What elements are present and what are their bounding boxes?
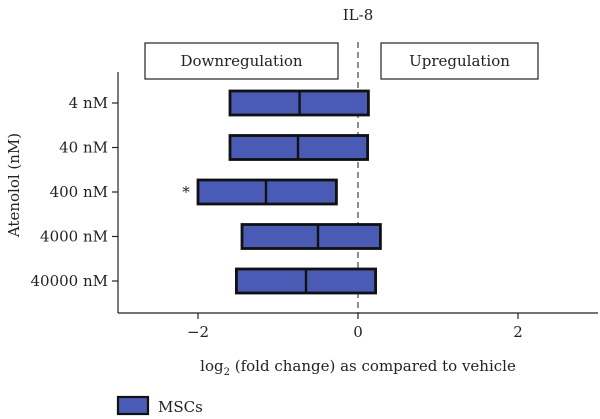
downregulation-label: Downregulation	[180, 52, 302, 70]
y-axis-label: Atenolol (nM)	[5, 133, 23, 238]
upregulation-label: Upregulation	[409, 52, 510, 70]
y-tick-label-4: 40000 nM	[30, 272, 108, 290]
x-axis-label-subscript: 2	[224, 367, 230, 378]
chart-title: IL-8	[343, 6, 374, 24]
x-tick-label-2: 2	[513, 323, 523, 341]
x-tick-label-0: −2	[187, 323, 209, 341]
y-tick-label-1: 40 nM	[59, 139, 108, 157]
legend: MSCs	[116, 395, 203, 416]
bar-2	[196, 178, 338, 206]
legend-swatch-mscs	[116, 395, 150, 416]
x-axis-label-rest: (fold change) as compared to vehicle	[230, 357, 516, 375]
y-tick-label-2: 400 nM	[50, 183, 108, 201]
x-axis-label: log2 (fold change) as compared to vehicl…	[200, 357, 516, 378]
annotation-asterisk-0: *	[182, 183, 190, 201]
bar-3	[240, 223, 382, 250]
y-tick-label-0: 4 nM	[69, 94, 108, 112]
x-axis-label-log: log	[200, 357, 224, 375]
region-labels: Downregulation Upregulation	[144, 42, 539, 80]
downregulation-box	[144, 42, 339, 80]
y-tick-label-3: 4000 nM	[40, 228, 108, 246]
legend-label-mscs: MSCs	[158, 398, 203, 416]
x-tick-label-1: 0	[353, 323, 363, 341]
plot-area: −2 0 2 4 nM 40 nM 400 nM 4000 nM 40000 nM *	[30, 42, 598, 341]
upregulation-box	[380, 42, 539, 80]
